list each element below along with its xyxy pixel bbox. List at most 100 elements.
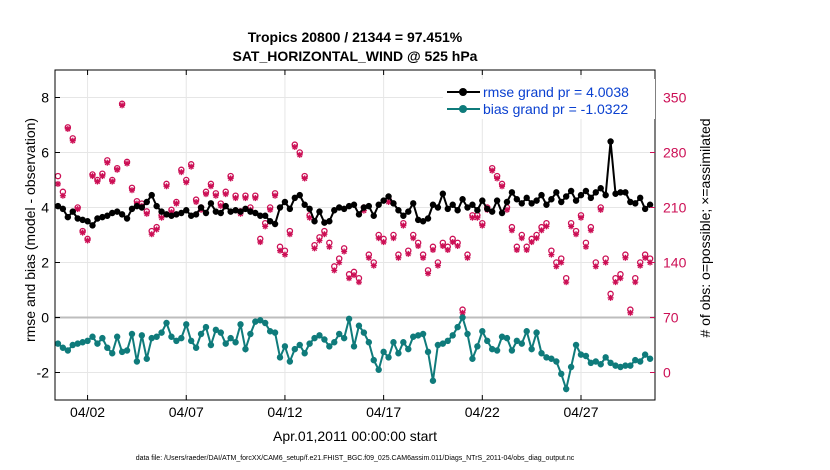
- rmse-point: [572, 197, 580, 204]
- rmse-point: [410, 200, 417, 207]
- assimilated-obs-marker: [277, 247, 283, 254]
- assimilated-obs-marker: [173, 200, 180, 207]
- bias-point: [148, 334, 155, 342]
- rmse-point: [488, 208, 496, 215]
- rmse-point: [400, 212, 407, 219]
- rmse-point: [79, 216, 86, 224]
- rmse-point: [385, 193, 392, 200]
- rmse-point: [286, 205, 294, 213]
- assimilated-obs-marker: [128, 187, 135, 194]
- assimilated-obs-marker: [351, 272, 358, 279]
- rmse-point: [454, 207, 461, 214]
- rmse-point: [64, 213, 72, 221]
- bias-point: [311, 334, 318, 342]
- assimilated-obs-marker: [617, 275, 624, 282]
- rmse-point: [59, 205, 67, 213]
- rmse-point: [518, 200, 525, 207]
- assimilated-obs-marker: [558, 259, 565, 266]
- rmse-point: [113, 208, 121, 215]
- bias-point: [123, 347, 131, 354]
- y2-tick-label-2: 140: [663, 255, 687, 271]
- rmse-point: [424, 215, 432, 222]
- assimilated-obs-marker: [622, 254, 629, 261]
- bias-point: [257, 317, 264, 324]
- rmse-point: [187, 212, 195, 219]
- bias-point: [173, 337, 180, 345]
- rmse-point: [617, 189, 624, 196]
- rmse-point: [602, 191, 609, 199]
- rmse-point: [222, 202, 229, 210]
- assimilated-obs-marker: [548, 251, 555, 258]
- bias-point: [528, 345, 535, 353]
- rmse-point: [266, 218, 274, 225]
- assimilated-obs-marker: [193, 199, 200, 205]
- bias-point: [197, 330, 205, 338]
- rmse-point: [109, 209, 116, 217]
- rmse-point: [350, 201, 358, 208]
- legend-marker-bias: [459, 105, 467, 113]
- rmse-point: [553, 189, 560, 196]
- assimilated-obs-marker: [286, 231, 293, 238]
- assimilated-obs-marker: [109, 178, 116, 185]
- rmse-point: [567, 187, 575, 195]
- data-file-footnote: data file: /Users/raeder/DAI/ATM_forcXX/…: [136, 455, 575, 462]
- assimilated-obs-marker: [74, 206, 81, 213]
- assimilated-obs-marker: [99, 173, 106, 180]
- rmse-point: [202, 209, 210, 217]
- assimilated-obs-marker: [321, 231, 328, 238]
- rmse-point: [311, 218, 318, 225]
- bias-point: [444, 337, 451, 345]
- assimilated-obs-marker: [380, 239, 387, 246]
- rmse-point: [632, 200, 639, 207]
- bias-point: [183, 321, 190, 328]
- y2-tick-label-1: 70: [663, 310, 679, 326]
- bias-point: [217, 329, 224, 336]
- bias-point: [316, 332, 323, 339]
- bias-point: [281, 343, 289, 350]
- rmse-point: [118, 211, 126, 218]
- assimilated-obs-marker: [503, 206, 510, 213]
- y-tick-label-5: 8: [41, 90, 49, 106]
- rmse-point: [419, 218, 427, 225]
- rmse-point: [636, 194, 644, 202]
- rmse-point: [301, 201, 308, 208]
- rmse-point: [197, 204, 205, 211]
- assimilated-obs-marker: [188, 163, 195, 170]
- bias-point: [562, 385, 570, 393]
- bias-point: [69, 341, 76, 349]
- bias-point: [84, 337, 91, 345]
- rmse-point: [316, 208, 323, 215]
- bias-point: [326, 343, 333, 350]
- bias-point: [64, 347, 72, 354]
- assimilated-obs-marker: [104, 159, 111, 166]
- assimilated-obs-marker: [346, 275, 353, 282]
- bias-point: [439, 340, 447, 347]
- assimilated-obs-marker: [637, 262, 644, 269]
- bias-point: [266, 328, 274, 335]
- assimilated-obs-marker: [114, 166, 121, 173]
- bias-point: [602, 354, 609, 361]
- assimilated-obs-marker: [577, 214, 584, 221]
- bias-point: [286, 358, 294, 365]
- rmse-point: [84, 218, 91, 225]
- assimilated-obs-marker: [119, 102, 126, 109]
- bias-point: [306, 340, 313, 347]
- assimilated-obs-marker: [533, 235, 540, 242]
- assimilated-obs-marker: [370, 262, 377, 269]
- assimilated-obs-marker: [602, 259, 609, 266]
- assimilated-obs-marker: [281, 251, 288, 258]
- bias-point: [355, 322, 363, 329]
- bias-point: [242, 345, 249, 353]
- bias-point: [414, 332, 422, 339]
- rmse-point: [543, 201, 550, 208]
- rmse-point: [153, 202, 160, 210]
- rmse-point: [513, 196, 521, 203]
- assimilated-obs-marker: [178, 169, 185, 176]
- rmse-point: [247, 208, 254, 215]
- bias-point: [207, 341, 215, 349]
- bias-point: [227, 334, 234, 342]
- rmse-point: [227, 208, 234, 215]
- assimilated-obs-marker: [84, 237, 91, 244]
- assimilated-obs-marker: [400, 222, 407, 229]
